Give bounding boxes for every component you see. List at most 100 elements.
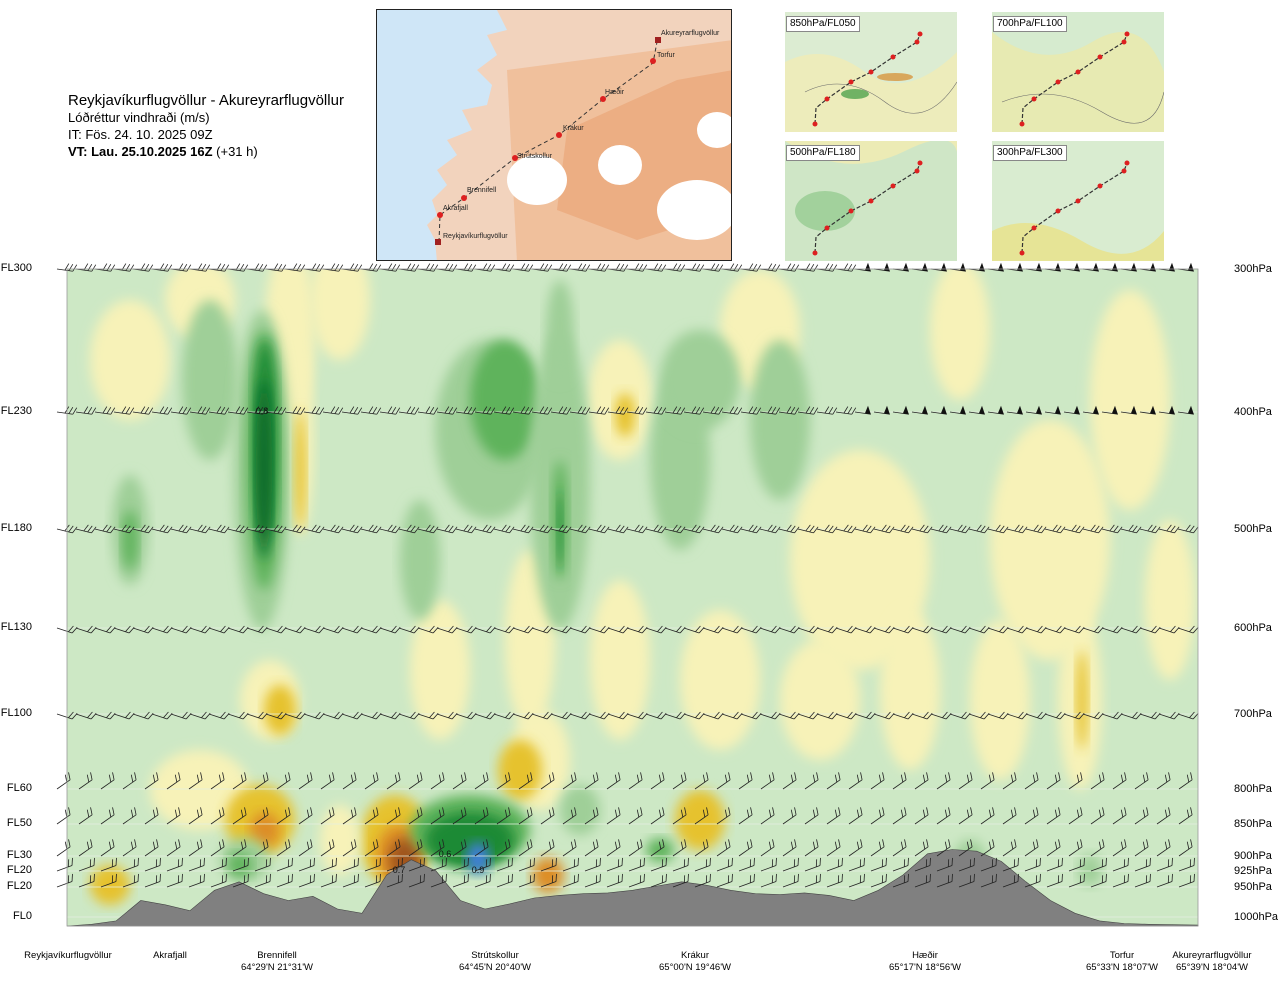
fl-tick-1: FL230 — [0, 405, 32, 417]
waypoint-name: Akrafjall — [153, 950, 187, 961]
waypoint-name: Brennifell — [257, 950, 297, 961]
wind-barb — [870, 839, 885, 857]
wind-barb — [606, 772, 621, 790]
pressure-tick-5: 800hPa — [1234, 783, 1272, 795]
wind-barb — [826, 807, 841, 825]
wind-barb — [474, 807, 489, 825]
wind-barb — [94, 524, 116, 534]
wind-barb — [550, 406, 572, 415]
wind-barb — [1178, 772, 1193, 790]
wind-barb — [1002, 857, 1019, 872]
field-contour-59 — [560, 785, 600, 835]
pressure-tick-7: 900hPa — [1234, 850, 1272, 862]
terrain-profile — [66, 849, 1199, 927]
wind-barb — [936, 839, 951, 857]
wind-barb — [958, 839, 973, 857]
wind-barb — [650, 857, 667, 872]
wind-barb — [100, 807, 115, 825]
wind-barb — [430, 807, 445, 825]
map-label-haedir: Hæðir — [605, 88, 625, 96]
wind-barb — [892, 839, 907, 857]
wind-barb — [716, 772, 731, 790]
wind-barb — [584, 772, 599, 790]
wind-barb — [1090, 807, 1105, 825]
wind-barb — [512, 406, 534, 415]
wind-barb — [759, 524, 781, 534]
wind-barb — [188, 772, 203, 790]
wind-barb — [1068, 807, 1083, 825]
wind-barb — [1002, 839, 1017, 857]
wind-barb — [1178, 807, 1193, 825]
wind-barb — [1090, 772, 1105, 790]
wind-barb — [398, 524, 420, 534]
wind-barb — [760, 772, 775, 790]
wind-barb — [100, 857, 117, 872]
field-contour-23 — [1076, 650, 1088, 750]
field-contour-34 — [675, 790, 725, 850]
mini-map-500: 500hPa/FL180 — [785, 141, 957, 261]
map-label-strutskollur: Strútskollur — [517, 153, 553, 160]
wind-barb — [854, 405, 871, 415]
wind-barb — [914, 839, 929, 857]
wind-barb — [804, 772, 819, 790]
field-contour-36 — [320, 805, 360, 875]
wind-barb — [914, 873, 931, 888]
wind-barb — [540, 857, 557, 872]
wind-barb — [782, 772, 797, 790]
field-contour-45 — [470, 340, 540, 460]
wind-barb — [208, 524, 230, 534]
wind-barb — [588, 406, 610, 415]
wind-barb — [518, 839, 533, 857]
field-contour-13 — [294, 410, 306, 530]
wind-barb — [892, 873, 909, 888]
wind-barb — [246, 406, 268, 415]
wind-barb — [1024, 839, 1039, 857]
wind-barb — [892, 857, 909, 872]
wind-barb — [759, 406, 781, 415]
wind-barb — [166, 857, 183, 872]
wind-barb — [870, 857, 887, 872]
wind-barb — [645, 406, 667, 415]
wind-barb — [322, 524, 344, 534]
wind-barb — [452, 807, 467, 825]
wind-barb — [210, 772, 225, 790]
wind-barb — [342, 807, 357, 825]
wind-barb — [75, 406, 97, 415]
wind-barb — [778, 524, 800, 534]
wind-barb — [562, 839, 577, 857]
wind-barb — [870, 873, 887, 888]
wind-barb — [1177, 405, 1194, 415]
wind-barb — [949, 405, 966, 415]
wind-barb — [588, 524, 610, 534]
wind-barb — [930, 405, 947, 415]
waypoint-6: Torfur 65°33'N 18°07'W — [1062, 950, 1182, 974]
wind-barb — [562, 857, 579, 872]
wind-barb — [782, 873, 799, 888]
wind-barb — [716, 839, 731, 857]
wind-barb — [276, 857, 293, 872]
wind-barb — [144, 873, 161, 888]
wind-barb — [100, 772, 115, 790]
wind-barb — [360, 524, 382, 534]
wind-barb — [452, 873, 469, 888]
field-contour-21 — [970, 620, 1030, 780]
wind-barb — [606, 807, 621, 825]
wind-barb — [949, 524, 971, 534]
wind-barb — [320, 873, 337, 888]
wind-barb — [702, 524, 724, 534]
wind-barb — [683, 406, 705, 415]
wind-barb — [474, 524, 496, 534]
field-contour-9 — [990, 420, 1110, 660]
wind-barb — [518, 857, 535, 872]
wind-barb — [493, 524, 515, 534]
wind-barb — [379, 524, 401, 534]
chart-header: Reykjavíkurflugvöllur - Akureyrarflugvöl… — [68, 92, 378, 160]
wind-barb — [1134, 857, 1151, 872]
wind-barb — [628, 807, 643, 825]
wind-barb — [782, 839, 797, 857]
wind-barb — [980, 839, 995, 857]
waypoint-coord: 65°33'N 18°07'W — [1086, 962, 1158, 973]
wind-barb — [1139, 405, 1156, 415]
wind-barb — [1156, 807, 1171, 825]
